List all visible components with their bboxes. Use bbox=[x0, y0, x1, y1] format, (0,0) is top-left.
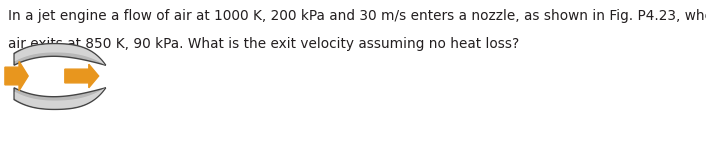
Text: air exits at 850 K, 90 kPa. What is the exit velocity assuming no heat loss?: air exits at 850 K, 90 kPa. What is the … bbox=[8, 37, 519, 51]
FancyArrow shape bbox=[65, 64, 99, 88]
Text: In a jet engine a flow of air at 1000 K, 200 kPa and 30 m/s enters a nozzle, as : In a jet engine a flow of air at 1000 K,… bbox=[8, 9, 706, 23]
FancyArrow shape bbox=[5, 61, 28, 91]
Polygon shape bbox=[14, 44, 106, 65]
Polygon shape bbox=[15, 45, 105, 65]
Polygon shape bbox=[14, 88, 106, 109]
Polygon shape bbox=[15, 88, 105, 108]
